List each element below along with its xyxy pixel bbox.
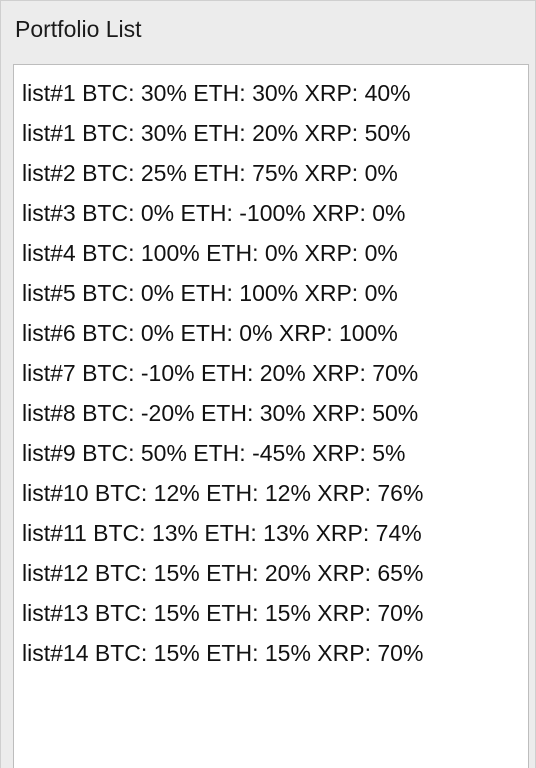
list-item[interactable]: list#8 BTC: -20% ETH: 30% XRP: 50% bbox=[22, 400, 419, 426]
list-item[interactable]: list#9 BTC: 50% ETH: -45% XRP: 5% bbox=[22, 440, 406, 466]
list-item[interactable]: list#11 BTC: 13% ETH: 13% XRP: 74% bbox=[22, 520, 422, 546]
portfolio-list: list#1 BTC: 30% ETH: 30% XRP: 40% list#1… bbox=[14, 65, 528, 673]
panel-title: Portfolio List bbox=[15, 16, 142, 42]
list-item[interactable]: list#14 BTC: 15% ETH: 15% XRP: 70% bbox=[22, 640, 424, 666]
list-item[interactable]: list#2 BTC: 25% ETH: 75% XRP: 0% bbox=[22, 160, 398, 186]
portfolio-listbox[interactable]: list#1 BTC: 30% ETH: 30% XRP: 40% list#1… bbox=[13, 64, 529, 768]
list-item[interactable]: list#10 BTC: 12% ETH: 12% XRP: 76% bbox=[22, 480, 424, 506]
list-item[interactable]: list#7 BTC: -10% ETH: 20% XRP: 70% bbox=[22, 360, 419, 386]
list-item[interactable]: list#6 BTC: 0% ETH: 0% XRP: 100% bbox=[22, 320, 398, 346]
list-item[interactable]: list#5 BTC: 0% ETH: 100% XRP: 0% bbox=[22, 280, 398, 306]
list-item[interactable]: list#1 BTC: 30% ETH: 30% XRP: 40% bbox=[22, 80, 411, 106]
list-item[interactable]: list#3 BTC: 0% ETH: -100% XRP: 0% bbox=[22, 200, 406, 226]
list-item[interactable]: list#13 BTC: 15% ETH: 15% XRP: 70% bbox=[22, 600, 424, 626]
list-item[interactable]: list#12 BTC: 15% ETH: 20% XRP: 65% bbox=[22, 560, 424, 586]
list-item[interactable]: list#4 BTC: 100% ETH: 0% XRP: 0% bbox=[22, 240, 398, 266]
panel-top-border bbox=[1, 0, 535, 1]
list-item[interactable]: list#1 BTC: 30% ETH: 20% XRP: 50% bbox=[22, 120, 411, 146]
